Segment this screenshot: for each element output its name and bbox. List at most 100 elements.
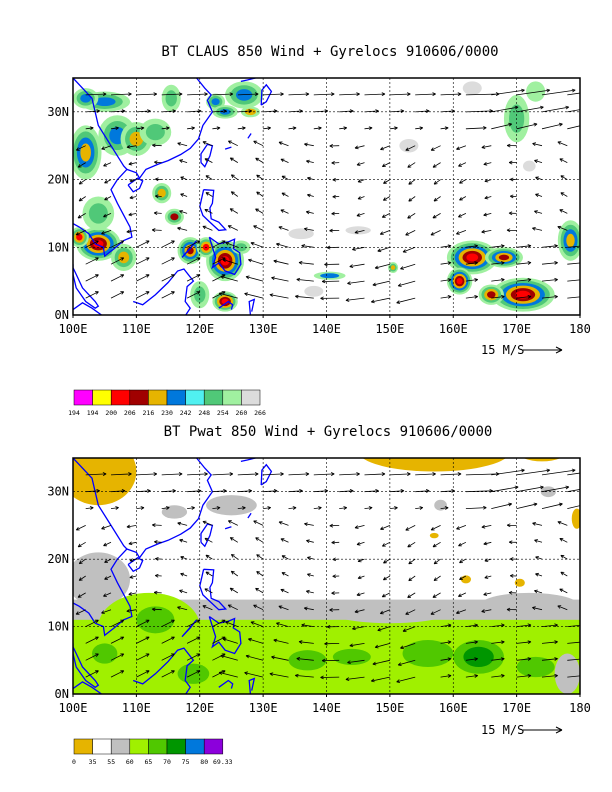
wind-vector — [481, 229, 492, 234]
wind-vector — [128, 541, 137, 546]
field-contour — [332, 648, 371, 666]
colorbar-label: 200 — [105, 409, 117, 417]
wind-vector — [255, 157, 264, 163]
wind-vector — [534, 210, 543, 214]
field-blob — [453, 640, 504, 674]
wind-vector — [305, 589, 314, 594]
wind-vector — [307, 556, 314, 561]
wind-vector — [557, 521, 568, 526]
colorbar-swatch — [129, 738, 149, 755]
field-contour — [456, 278, 463, 285]
wind-vector — [440, 109, 455, 113]
wind-vector — [154, 194, 162, 199]
wind-vector — [491, 657, 505, 661]
wind-vector — [304, 142, 314, 147]
wind-vector — [129, 178, 137, 183]
wind-vector — [298, 640, 314, 644]
wind-vector — [532, 227, 543, 231]
wind-vector — [250, 242, 264, 248]
wind-vector — [85, 240, 99, 248]
wind-vector — [329, 144, 340, 148]
wind-vector — [456, 609, 467, 614]
wind-vector — [396, 676, 416, 683]
colorbar-label: 35 — [89, 758, 97, 766]
wind-vector — [313, 109, 329, 113]
wind-vector — [354, 609, 365, 614]
wind-vector — [288, 92, 310, 96]
wind-vector — [78, 196, 86, 202]
panel-pwat: BT Pwat 850 Wind + Gyrelocs 910606/0000 … — [47, 424, 591, 766]
wind-vector — [205, 554, 213, 560]
wind-vector — [276, 242, 289, 248]
wind-vector — [541, 468, 576, 476]
colorbar-swatch — [185, 389, 205, 406]
field-blob — [206, 495, 257, 516]
colorbar-label: 60 — [126, 758, 134, 766]
wind-vector — [255, 537, 264, 543]
wind-vector — [179, 210, 188, 214]
wind-vector — [567, 245, 580, 248]
colorbar-label: 206 — [124, 409, 136, 417]
wind-vector — [110, 126, 119, 131]
wind-vector — [383, 558, 391, 564]
wind-vector — [331, 160, 340, 165]
wind-vector — [567, 505, 580, 509]
wind-vector — [222, 637, 238, 644]
wind-vector — [187, 92, 208, 96]
wind-vector — [372, 659, 390, 666]
wind-vector — [110, 489, 126, 493]
wind-vector — [269, 672, 289, 678]
wind-vector — [101, 230, 112, 235]
wind-vector — [230, 554, 239, 560]
field-blob — [288, 228, 314, 240]
colorbar-swatch — [241, 389, 261, 406]
colorbar-label: 230 — [161, 409, 173, 417]
wind-vector — [516, 657, 532, 661]
field-blob — [304, 285, 324, 297]
field-contour — [399, 138, 419, 153]
wind-vector — [227, 520, 238, 526]
wind-vector — [433, 575, 441, 581]
wind-vector — [306, 159, 314, 164]
colorbar-swatch — [166, 738, 186, 755]
wind-vector — [465, 505, 487, 510]
wind-vector — [483, 541, 492, 546]
wind-vector — [541, 485, 570, 493]
wind-vector — [560, 554, 568, 560]
wind-vector — [405, 609, 416, 615]
wind-vector — [101, 145, 112, 150]
longitude-tick-label: 100E — [59, 322, 88, 336]
wind-vector — [459, 575, 467, 580]
wind-vector — [430, 145, 441, 151]
wind-vector — [509, 194, 517, 199]
wind-vector — [294, 673, 314, 678]
wind-vector — [329, 228, 340, 233]
wind-vector — [481, 609, 492, 613]
wind-vector — [320, 296, 340, 301]
wind-vector — [567, 675, 580, 678]
wind-vector — [400, 263, 416, 270]
wind-vector — [202, 520, 213, 526]
colorbar-label: 75 — [182, 758, 190, 766]
wind-vector — [484, 558, 492, 562]
wind-vector — [212, 472, 234, 476]
wind-vector — [281, 192, 289, 197]
wind-vector — [516, 122, 538, 130]
colorbar-label: 55 — [107, 758, 115, 766]
wind-vector — [364, 472, 386, 476]
wind-vector — [534, 159, 543, 164]
wind-vector — [110, 619, 125, 627]
wind-vector — [491, 261, 505, 265]
wind-vector — [339, 109, 354, 113]
wind-vector — [186, 274, 201, 282]
wind-vector — [244, 292, 264, 299]
field-contour — [235, 243, 247, 252]
field-contour — [402, 640, 454, 668]
wind-vector — [85, 291, 99, 299]
field-contour — [462, 81, 482, 95]
field-blob — [491, 277, 555, 312]
wind-vector — [364, 109, 379, 113]
wind-vector — [397, 659, 416, 666]
wind-vector — [85, 472, 107, 476]
wind-vector — [440, 472, 462, 476]
